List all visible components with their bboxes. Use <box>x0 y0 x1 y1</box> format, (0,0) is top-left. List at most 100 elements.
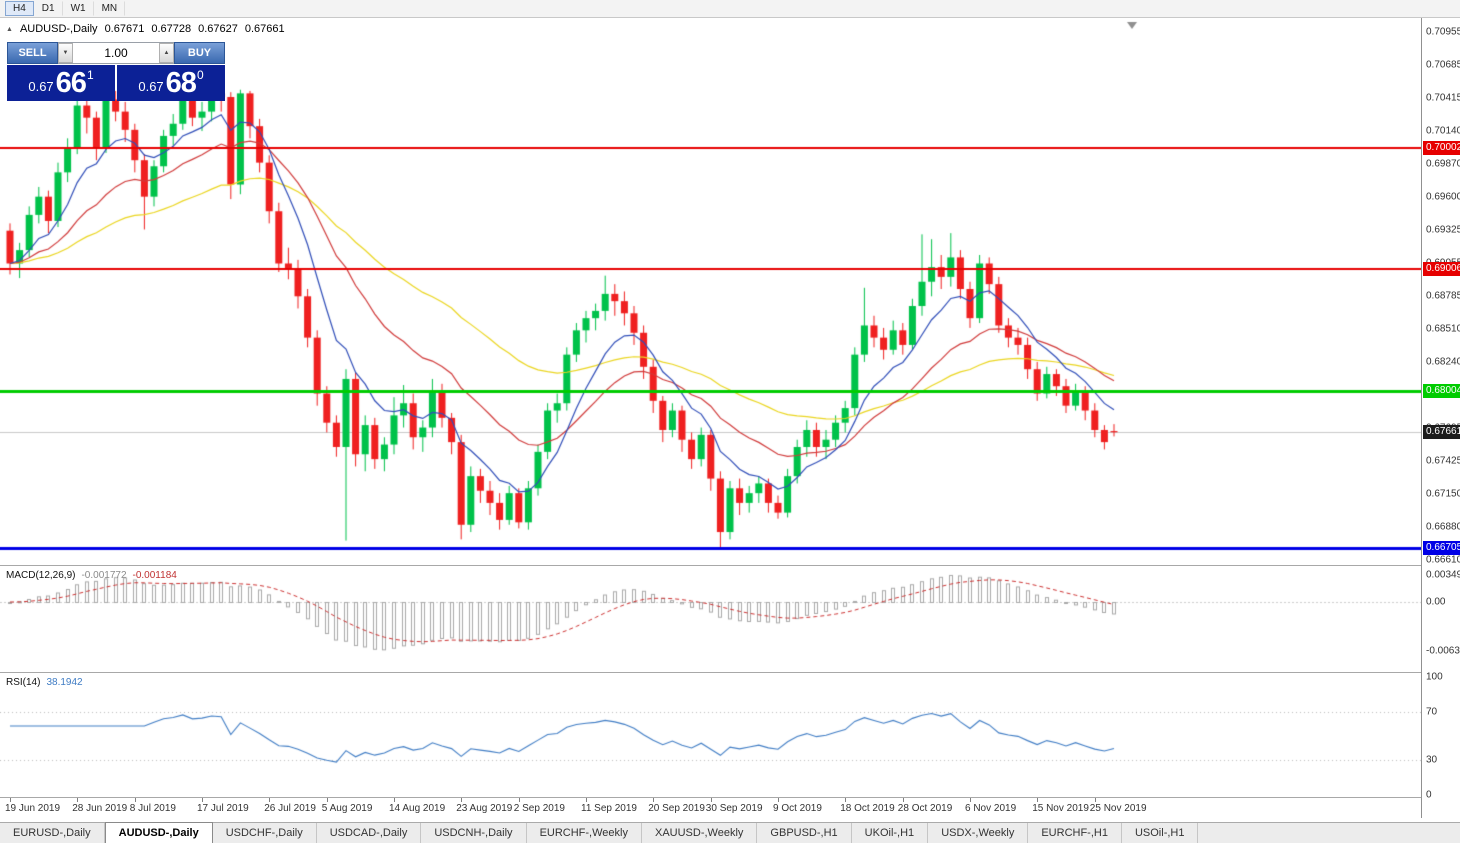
buy-price-sup: 0 <box>196 68 204 82</box>
chart-tab-eurusd-daily[interactable]: EURUSD-,Daily <box>0 823 105 843</box>
timeframe-button-mn[interactable]: MN <box>94 1 126 16</box>
time-axis-tick <box>653 798 654 802</box>
time-axis-tick <box>461 798 462 802</box>
chart-tab-audusd-daily[interactable]: AUDUSD-,Daily <box>104 822 213 843</box>
chart-tab-usdx-weekly[interactable]: USDX-,Weekly <box>928 823 1029 843</box>
price-scale-label: 0.68240 <box>1426 356 1460 368</box>
price-scale-label: 0.69325 <box>1426 224 1460 236</box>
time-axis-tick <box>586 798 587 802</box>
time-axis-tick <box>970 798 971 802</box>
price-scale-label: 0.66610 <box>1426 554 1460 566</box>
time-axis-label: 17 Jul 2019 <box>197 803 249 814</box>
panel-separator <box>0 797 1460 798</box>
chart-tab-usoil-h1[interactable]: USOil-,H1 <box>1121 823 1199 843</box>
time-axis-tick <box>202 798 203 802</box>
chart-tab-bar: EURUSD-,Daily AUDUSD-,Daily USDCHF-,Daily U… <box>0 822 1460 843</box>
timeframe-button-h4[interactable]: H4 <box>5 1 34 16</box>
time-axis-label: 20 Sep 2019 <box>648 803 705 814</box>
level-price-label: 0.66705 <box>1423 541 1460 556</box>
rsi-scale-label: 70 <box>1426 706 1438 718</box>
buy-price-big: 68 <box>165 67 197 99</box>
time-axis-tick <box>903 798 904 802</box>
time-axis-tick <box>10 798 11 802</box>
price-scale-label: 0.70955 <box>1426 26 1460 38</box>
rsi-scale-label: 0 <box>1426 789 1432 801</box>
time-axis-label: 15 Nov 2019 <box>1032 803 1089 814</box>
price-scale-label: 0.66880 <box>1426 521 1460 533</box>
time-axis-label: 14 Aug 2019 <box>389 803 446 814</box>
chart-tab-usdchf-daily[interactable]: USDCHF-,Daily <box>212 823 317 843</box>
macd-scale-label: -0.00637 <box>1426 645 1460 657</box>
time-axis-tick <box>1037 798 1038 802</box>
level-price-label: 0.69006 <box>1423 261 1460 276</box>
time-axis-tick <box>269 798 270 802</box>
sell-price-sup: 1 <box>86 68 94 82</box>
level-price-label: 0.70002 <box>1423 140 1460 155</box>
volume-up-icon[interactable]: ▲ <box>159 43 174 63</box>
price-scale-label: 0.70140 <box>1426 125 1460 137</box>
chart-tab-usdcad-daily[interactable]: USDCAD-,Daily <box>316 823 422 843</box>
time-axis-tick <box>711 798 712 802</box>
volume-box: ▼ 1.00 ▲ <box>58 42 174 64</box>
time-axis-label: 8 Jul 2019 <box>129 803 176 814</box>
price-chart-canvas[interactable] <box>0 18 1421 565</box>
price-scale-label: 0.67150 <box>1426 488 1460 500</box>
time-axis-tick <box>778 798 779 802</box>
time-axis-tick <box>845 798 846 802</box>
sell-price-prefix: 0.67 <box>28 79 54 94</box>
panel-separator <box>0 565 1460 566</box>
time-axis-label: 25 Nov 2019 <box>1089 803 1147 814</box>
buy-button[interactable]: BUY <box>174 42 225 64</box>
chart-tab-gbpusd-h1[interactable]: GBPUSD-,H1 <box>757 823 852 843</box>
rsi-canvas[interactable] <box>0 673 1421 797</box>
timeframe-toolbar: H4 D1 W1 MN <box>0 0 1460 18</box>
time-axis-label: 28 Jun 2019 <box>72 803 128 814</box>
volume-down-icon[interactable]: ▼ <box>58 43 73 63</box>
rsi-scale-label: 100 <box>1426 671 1443 683</box>
current-price-label: 0.67661 <box>1423 425 1460 440</box>
price-scale-label: 0.69600 <box>1426 191 1460 203</box>
time-axis-label: 28 Oct 2019 <box>897 803 953 814</box>
time-axis-tick <box>327 798 328 802</box>
buy-price-prefix: 0.67 <box>138 79 164 94</box>
time-axis-tick <box>519 798 520 802</box>
rsi-scale-label: 30 <box>1426 754 1438 766</box>
chart-tab-xauusd-weekly[interactable]: XAUUSD-,Weekly <box>641 823 758 843</box>
volume-input[interactable]: 1.00 <box>104 46 128 60</box>
time-axis-tick <box>77 798 78 802</box>
sell-price-button[interactable]: 0.67 66 1 <box>7 65 115 101</box>
price-scale-label: 0.70685 <box>1426 59 1460 71</box>
time-axis-label: 18 Oct 2019 <box>840 803 895 814</box>
level-price-label: 0.68004 <box>1423 383 1460 398</box>
macd-canvas[interactable] <box>0 566 1421 672</box>
price-scale-label: 0.70415 <box>1426 92 1460 104</box>
price-scale-label: 0.69870 <box>1426 158 1460 170</box>
timeframe-button-d1[interactable]: D1 <box>34 1 63 16</box>
time-axis-label: 5 Aug 2019 <box>321 803 373 814</box>
time-axis-label: 2 Sep 2019 <box>513 803 565 814</box>
timeframe-button-w1[interactable]: W1 <box>63 1 94 16</box>
time-axis-tick <box>1095 798 1096 802</box>
sell-price-big: 66 <box>55 67 87 99</box>
chart-tab-eurchf-h1[interactable]: EURCHF-,H1 <box>1028 823 1122 843</box>
buy-price-button[interactable]: 0.67 68 0 <box>117 65 225 101</box>
price-scale-label: 0.67425 <box>1426 455 1460 467</box>
time-axis-label: 26 Jul 2019 <box>264 803 316 814</box>
macd-scale-label: 0.00349 <box>1426 569 1460 581</box>
time-axis-label: 19 Jun 2019 <box>5 803 61 814</box>
time-axis-tick <box>394 798 395 802</box>
time-axis-label: 30 Sep 2019 <box>705 803 763 814</box>
macd-scale-label: 0.00 <box>1426 596 1446 608</box>
sell-button[interactable]: SELL <box>7 42 58 64</box>
time-axis[interactable]: 19 Jun 2019 28 Jun 2019 8 Jul 2019 17 Jul 2… <box>0 798 1421 818</box>
time-axis-label: 9 Oct 2019 <box>773 803 822 814</box>
time-axis-tick <box>135 798 136 802</box>
one-click-trading-panel: SELL ▼ 1.00 ▲ BUY 0.67 66 1 0.67 68 0 <box>7 42 225 101</box>
chart-tab-usdcnh-daily[interactable]: USDCNH-,Daily <box>421 823 527 843</box>
price-scale-label: 0.68785 <box>1426 290 1460 302</box>
one-click-toggle-icon[interactable]: ▲ <box>6 25 13 33</box>
chart-tab-ukoil-h1[interactable]: UKOil-,H1 <box>851 823 929 843</box>
price-scale-column[interactable]: 0.70955 0.70685 0.70415 0.70140 0.69870 0.696… <box>1421 18 1460 818</box>
chart-tab-eurchf-weekly[interactable]: EURCHF-,Weekly <box>526 823 642 843</box>
time-axis-label: 11 Sep 2019 <box>581 803 637 814</box>
